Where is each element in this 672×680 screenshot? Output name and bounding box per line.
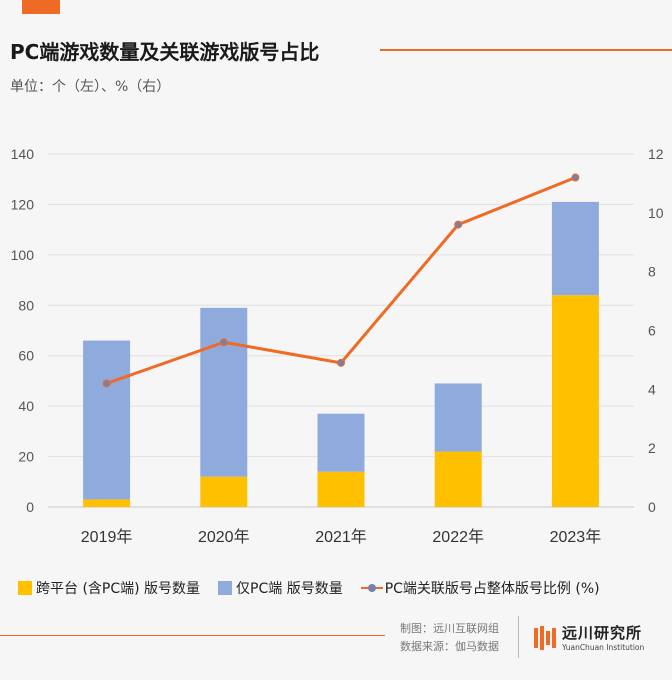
credit-maker: 制图：远川互联网组: [400, 622, 499, 635]
y-right-tick-label: 6: [648, 323, 656, 339]
legend-swatch-ratio: [360, 581, 383, 595]
bar-cross-platform: [83, 499, 131, 507]
y-left-tick-label: 40: [18, 398, 34, 414]
gridlines: [48, 153, 634, 508]
y-right-tick-label: 4: [648, 381, 656, 397]
bar-cross-platform: [200, 476, 248, 507]
brand-logo-icon: [534, 626, 556, 650]
y-left-tick-label: 120: [11, 196, 35, 212]
ratio-line: [102, 173, 580, 388]
legend-label-cross-platform: 跨平台 (含PC端) 版号数量: [36, 581, 201, 597]
y-right-tick-label: 12: [648, 146, 664, 162]
bar-pc-only: [200, 307, 248, 477]
legend-item-cross-platform: 跨平台 (含PC端) 版号数量: [18, 578, 200, 598]
legend-label-pc-only: 仅PC端 版号数量: [236, 581, 343, 597]
y-left-tick-label: 100: [11, 247, 35, 263]
x-tick-label: 2020年: [198, 528, 250, 546]
y-right-tick-label: 10: [648, 205, 664, 221]
footer-rule: [0, 635, 385, 636]
y-right-tick-label: 0: [648, 499, 656, 515]
credits: 制图：远川互联网组 数据来源：伽马数据: [400, 620, 499, 656]
legend-item-pc-only: 仅PC端 版号数量: [218, 578, 343, 598]
bar-pc-only: [83, 340, 131, 500]
right-axis-ticks: 0 2 4 6 8 10 12: [648, 146, 664, 515]
x-tick-label: 2022年: [432, 528, 484, 546]
brand-name: 远川研究所: [562, 624, 643, 642]
y-left-tick-label: 0: [26, 499, 34, 515]
top-accent-bar: [22, 0, 60, 14]
credit-source: 数据来源：伽马数据: [400, 640, 499, 653]
legend-swatch-cross-platform: [18, 581, 32, 595]
bar-pc-only: [551, 201, 599, 296]
ratio-line-path: [106, 176, 576, 385]
bar-pc-only: [434, 383, 482, 452]
ratio-point: [454, 220, 463, 229]
bar-cross-platform: [551, 295, 599, 507]
brand-name-en: YuanChuan Institution: [562, 643, 645, 652]
y-left-tick-label: 60: [18, 348, 34, 364]
y-left-tick-label: 140: [11, 146, 35, 162]
legend: 跨平台 (含PC端) 版号数量 仅PC端 版号数量 PC端关联版号占整体版号比例…: [18, 578, 600, 598]
ratio-point: [219, 338, 228, 347]
bar-cross-platform: [434, 451, 482, 507]
legend-swatch-pc-only: [218, 581, 233, 595]
x-tick-label: 2019年: [81, 528, 133, 546]
y-left-tick-label: 20: [18, 449, 34, 465]
x-tick-label: 2021年: [315, 528, 367, 546]
x-axis-ticks: 2019年 2020年 2021年 2022年 2023年: [81, 528, 601, 546]
ratio-point: [571, 173, 580, 182]
legend-item-ratio: PC端关联版号占整体版号比例 (%): [360, 578, 600, 598]
y-right-tick-label: 8: [648, 264, 656, 280]
chart-title: PC端游戏数量及关联游戏版号占比: [10, 40, 320, 64]
bar-pc-only: [317, 413, 365, 472]
title-rule: [380, 49, 672, 51]
credit-separator: [518, 616, 519, 658]
y-right-tick-label: 2: [648, 440, 656, 456]
ratio-point: [102, 379, 111, 388]
x-tick-label: 2023年: [550, 528, 602, 546]
ratio-point: [337, 358, 345, 367]
left-axis-ticks: 0 20 40 60 80 100 120 140: [11, 146, 35, 515]
legend-label-ratio: PC端关联版号占整体版号比例 (%): [384, 581, 600, 597]
unit-label: 单位：个（左）、%（右）: [10, 79, 171, 95]
bars: [83, 201, 599, 507]
bar-cross-platform: [317, 471, 365, 507]
y-left-tick-label: 80: [18, 297, 34, 313]
